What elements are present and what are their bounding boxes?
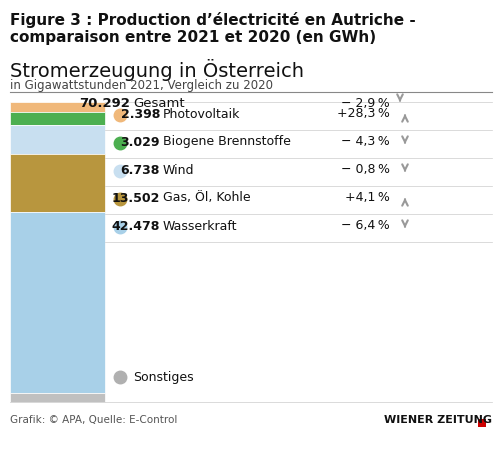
Text: Stromerzeugung in Österreich: Stromerzeugung in Österreich: [10, 59, 304, 81]
Text: Wind: Wind: [163, 164, 194, 176]
Text: − 2,9 %: − 2,9 %: [341, 97, 389, 110]
Text: Sonstiges: Sonstiges: [133, 371, 193, 383]
Text: in Gigawattstunden 2021, Vergleich zu 2020: in Gigawattstunden 2021, Vergleich zu 20…: [10, 79, 273, 92]
Bar: [10, 102, 105, 112]
Text: +28,3 %: +28,3 %: [337, 107, 389, 121]
Text: 13.502: 13.502: [111, 191, 160, 204]
Text: Grafik: © APA, Quelle: E-Control: Grafik: © APA, Quelle: E-Control: [10, 415, 177, 425]
Text: − 4,3 %: − 4,3 %: [341, 135, 389, 149]
Bar: [477, 419, 485, 427]
Bar: [10, 212, 105, 393]
Text: 6.738: 6.738: [120, 164, 160, 176]
Bar: [10, 154, 105, 212]
Text: +4,1 %: +4,1 %: [345, 191, 389, 204]
Text: − 6,4 %: − 6,4 %: [341, 219, 389, 233]
Text: 70.292: 70.292: [79, 97, 130, 110]
Text: Gas, Öl, Kohle: Gas, Öl, Kohle: [163, 191, 250, 204]
Text: Figure 3 : Production d’électricité en Autriche -
comparaison entre 2021 et 2020: Figure 3 : Production d’électricité en A…: [10, 12, 415, 45]
Text: Gesamt: Gesamt: [133, 97, 184, 110]
Bar: [10, 125, 105, 154]
Text: Wasserkraft: Wasserkraft: [163, 219, 237, 233]
Bar: [10, 112, 105, 125]
Text: − 0,8 %: − 0,8 %: [340, 164, 389, 176]
Text: Photovoltaik: Photovoltaik: [163, 107, 240, 121]
Text: WIENER ZEITUNG: WIENER ZEITUNG: [383, 415, 491, 425]
Bar: [10, 393, 105, 402]
Text: Biogene Brennstoffe: Biogene Brennstoffe: [163, 135, 290, 149]
Text: 3.029: 3.029: [120, 135, 160, 149]
Text: 42.478: 42.478: [111, 219, 160, 233]
Text: 2.398: 2.398: [120, 107, 160, 121]
